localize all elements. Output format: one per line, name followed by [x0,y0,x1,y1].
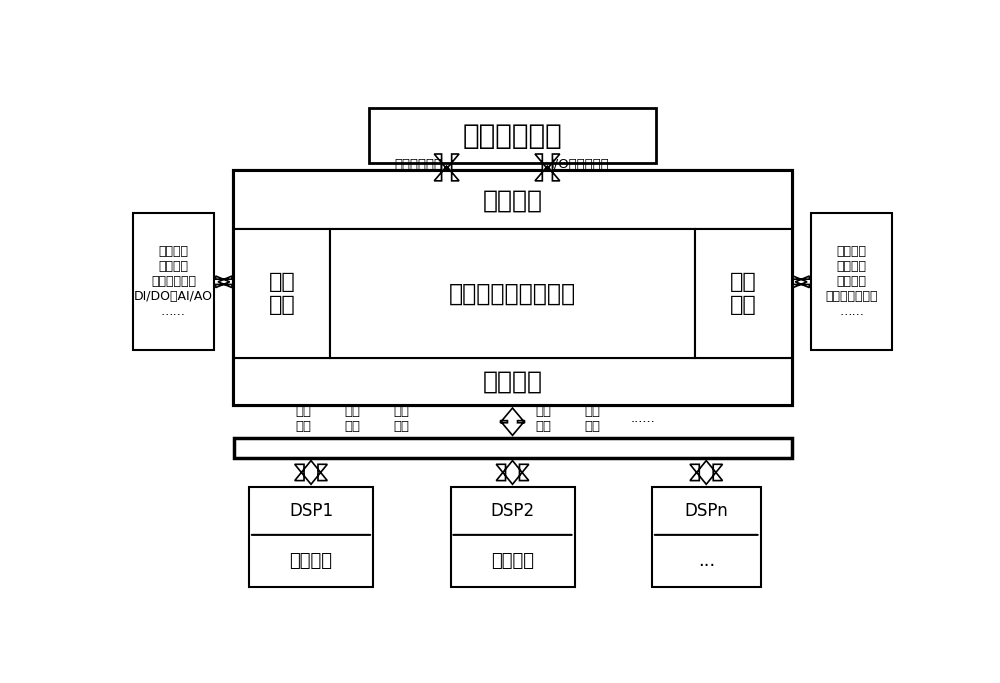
Polygon shape [690,460,723,484]
Text: 从站通讯: 从站通讯 [482,189,542,212]
Bar [450,487,574,587]
Text: I/O硬接点节点: I/O硬接点节点 [551,158,610,171]
Bar [234,358,792,406]
Text: 外围
功能: 外围 功能 [269,272,295,316]
Text: DSPn: DSPn [684,502,728,520]
Polygon shape [434,154,459,181]
Text: 参数修正
转矩修正
参数计算
降转矩、限功率
……: 参数修正 转矩修正 参数计算 降转矩、限功率 …… [825,245,878,318]
Polygon shape [500,408,525,435]
Bar [133,213,214,350]
Bar [369,108,656,163]
Bar [249,487,373,587]
Text: 控制
命令: 控制 命令 [295,404,311,432]
Text: 模式
设置: 模式 设置 [536,404,552,432]
Polygon shape [535,154,560,181]
Text: 实时控制: 实时控制 [491,552,534,570]
Polygon shape [216,276,232,288]
Text: 数据
交换: 数据 交换 [344,404,360,432]
Text: ...: ... [698,552,715,570]
Text: 通讯数据交据: 通讯数据交据 [395,158,443,171]
Text: 算法
处理: 算法 处理 [730,272,756,316]
Polygon shape [295,460,327,484]
Text: 参数
监控: 参数 监控 [584,404,600,432]
Text: 实时控制: 实时控制 [290,552,332,570]
Text: 变流器中央控制单元: 变流器中央控制单元 [449,281,576,305]
Bar [234,171,792,406]
Text: 参数
设置: 参数 设置 [393,404,409,432]
Text: ......: ...... [630,412,655,425]
Polygon shape [496,460,529,484]
Text: DSP1: DSP1 [289,502,333,520]
Bar [811,213,892,350]
Text: 参数存储
状态检测
上位通讯程序
DI/DO、AI/AO
……: 参数存储 状态检测 上位通讯程序 DI/DO、AI/AO …… [134,245,213,318]
Bar [695,229,792,358]
Bar [652,487,761,587]
Bar [234,438,792,458]
Text: 风机主控系统: 风机主控系统 [463,122,562,150]
Bar [330,229,695,358]
Bar [234,171,792,229]
Text: DSP2: DSP2 [490,502,535,520]
Polygon shape [793,276,809,288]
Bar [234,229,330,358]
Text: 主站通讯: 主站通讯 [482,370,542,393]
